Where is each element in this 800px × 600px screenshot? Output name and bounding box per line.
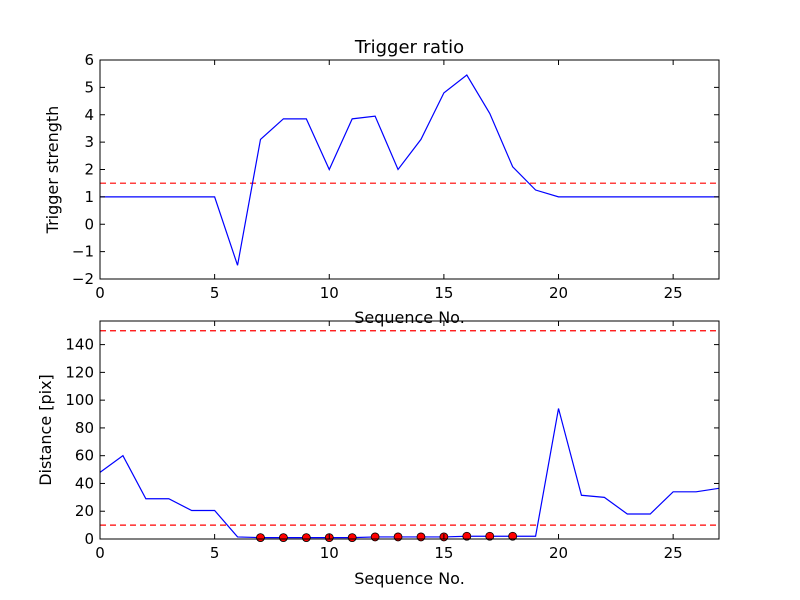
bottom-x-tick-label: 25 [664, 544, 683, 562]
top-y-tick-label: −1 [72, 243, 94, 261]
bottom-data-point [416, 532, 426, 542]
bottom-data-point [256, 533, 265, 543]
bottom-data-point [508, 531, 518, 541]
top-chart-title: Trigger ratio [354, 37, 464, 58]
bottom-data-point [485, 531, 495, 541]
top-y-tick-label: 4 [84, 106, 94, 124]
top-y-tick-label: 2 [84, 161, 94, 179]
bottom-data-point [279, 533, 288, 543]
top-y-tick-label: −2 [72, 270, 94, 288]
bottom-y-tick-label: 40 [75, 474, 94, 492]
bottom-x-tick-label: 5 [210, 544, 220, 562]
top-axes-frame [99, 59, 720, 280]
bottom-data-point [301, 533, 311, 543]
top-y-tick-label: 0 [84, 215, 94, 233]
top-x-axis-label: Sequence No. [354, 308, 465, 327]
bottom-y-tick-label: 100 [65, 391, 94, 409]
bottom-plot-area: 0 5 10 15 20 25 0 20 40 60 80 100 120 140 [65, 321, 719, 562]
bottom-chart: 0 5 10 15 20 25 0 20 40 60 80 100 120 140 Sequence No… [36, 320, 720, 588]
bottom-y-tick-label: 120 [65, 363, 94, 381]
bottom-data-point [370, 532, 380, 542]
top-y-tick-label: 1 [84, 188, 94, 206]
top-plot-content [100, 74, 719, 266]
top-chart: Trigger ratio 0 5 10 15 20 25 −2 −1 0 1 2 3 4 5 6 Sequ… [43, 37, 720, 327]
top-x-tick-label: 20 [549, 284, 568, 302]
top-x-tick-label: 5 [210, 284, 220, 302]
top-y-tick-label: 3 [84, 133, 94, 151]
top-y-axis-label: Trigger strength [43, 106, 62, 235]
bottom-data-point [393, 532, 403, 542]
bottom-y-axis-label: Distance [pix] [36, 374, 55, 486]
top-x-tick-label: 10 [320, 284, 339, 302]
top-x-tick-label: 0 [95, 284, 105, 302]
bottom-series-line-0 [100, 408, 719, 539]
top-x-tick-label: 15 [434, 284, 453, 302]
bottom-axes-frame [99, 320, 720, 540]
bottom-y-tick-label: 0 [84, 530, 94, 548]
top-plot-area: 0 5 10 15 20 25 −2 −1 0 1 2 3 4 5 6 [72, 51, 719, 302]
bottom-x-axis-label: Sequence No. [354, 569, 465, 588]
top-series-line-0 [100, 74, 719, 266]
top-y-tick-label: 5 [84, 78, 94, 96]
bottom-data-point [347, 533, 357, 543]
bottom-y-tick-label: 140 [65, 336, 94, 354]
bottom-y-tick-label: 20 [75, 502, 94, 520]
top-y-tick-label: 6 [84, 51, 94, 69]
bottom-y-tick-label: 60 [75, 447, 94, 465]
bottom-x-tick-label: 15 [434, 544, 453, 562]
bottom-x-tick-label: 0 [95, 544, 105, 562]
bottom-data-point [462, 531, 472, 541]
bottom-x-tick-label: 20 [549, 544, 568, 562]
bottom-plot-content [100, 330, 719, 539]
bottom-x-tick-label: 10 [320, 544, 339, 562]
top-x-tick-label: 25 [664, 284, 683, 302]
bottom-y-tick-label: 80 [75, 419, 94, 437]
